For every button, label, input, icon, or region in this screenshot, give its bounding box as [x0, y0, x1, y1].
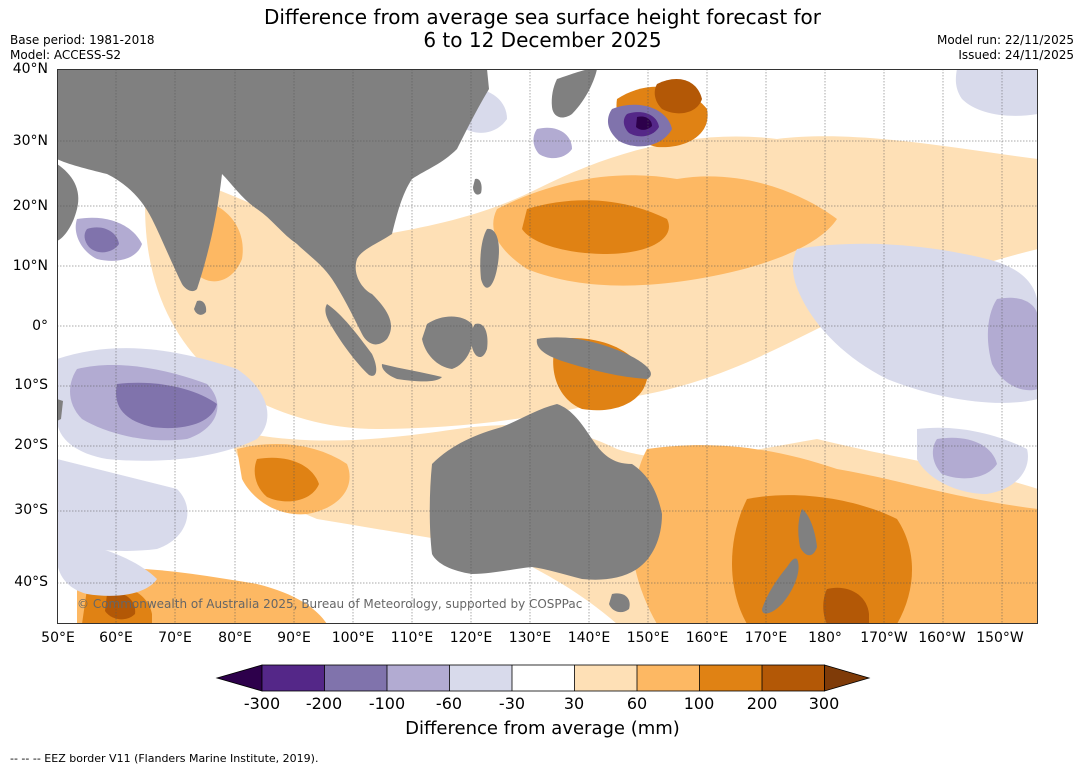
australia [429, 404, 662, 580]
colorbar-swatch-100-60 [387, 665, 450, 691]
colorbar-title: Difference from average (mm) [405, 718, 680, 739]
lon-label-160w: 160°W [918, 630, 966, 646]
colorbar-swatch-200-300 [762, 665, 825, 691]
anomaly-negative-60-100 [932, 437, 997, 479]
lat-label-10s: 10°S [14, 377, 48, 393]
colorbar-label-200: 200 [746, 694, 778, 713]
lat-label-20n: 20°N [12, 198, 48, 214]
lat-label-20s: 20°S [14, 437, 48, 453]
lat-label-30n: 30°N [12, 133, 48, 149]
colorbar-swatch-gt-300 [824, 664, 871, 692]
lon-label-100e: 100°E [331, 630, 375, 646]
colorbar-label-30: 30 [563, 694, 585, 713]
anomaly-positive-100-200 [254, 457, 319, 502]
colorbar-label-60: 60 [626, 694, 648, 713]
colorbar-label-neg30: -30 [498, 694, 526, 713]
sulawesi [471, 323, 488, 358]
sumatra [325, 304, 377, 376]
model-name: Model: ACCESS-S2 [10, 48, 122, 62]
lat-label-40n: 40°N [12, 61, 48, 77]
anomaly-negative-100-200 [84, 227, 119, 253]
borneo [422, 316, 474, 369]
colorbar [215, 664, 871, 692]
colorbar-label-neg60: -60 [435, 694, 463, 713]
copyright-text: © Commonwealth of Australia 2025, Bureau… [77, 597, 583, 611]
colorbar-swatch-30-30 [512, 665, 575, 691]
lon-label-80e: 80°E [218, 630, 252, 646]
colorbar-label-100: 100 [683, 694, 715, 713]
anomaly-negative-30-60 [955, 69, 1038, 116]
colorbar-swatch-60-100 [637, 665, 700, 691]
base-period: Base period: 1981-2018 [10, 33, 155, 47]
anomaly-positive-200-300 [654, 79, 702, 114]
asia-landmass [57, 69, 489, 345]
madagascar [57, 399, 63, 421]
colorbar-swatch-30-60 [574, 665, 637, 691]
anomaly-positive-100-200 [732, 495, 912, 624]
new-zealand-south [762, 558, 799, 614]
lon-label-150w: 150°W [976, 630, 1024, 646]
lat-label-0: 0° [32, 318, 48, 334]
lon-label-170e: 170°E [744, 630, 788, 646]
landmasses [57, 69, 817, 614]
lat-label-10n: 10°N [12, 258, 48, 274]
lat-label-30s: 30°S [14, 502, 48, 518]
taiwan [473, 178, 482, 195]
anomaly-positive-200-300 [823, 587, 869, 624]
anomaly-positive-100-200 [522, 200, 669, 254]
colorbar-label-neg200: -200 [305, 694, 343, 713]
colorbar-swatch-60-30 [449, 665, 512, 691]
lon-label-140e: 140°E [567, 630, 611, 646]
colorbar-label-300: 300 [808, 694, 840, 713]
anomaly-negative-100-200 [116, 382, 217, 429]
sri-lanka [194, 300, 207, 315]
colorbar-dividers [324, 665, 763, 691]
lon-label-60e: 60°E [99, 630, 133, 646]
anomaly-negative-30-60 [57, 539, 157, 596]
philippines [480, 228, 499, 288]
tasmania [609, 593, 630, 613]
lon-label-160e: 160°E [685, 630, 729, 646]
colorbar-swatch-lt-300 [215, 664, 263, 692]
anomaly-positive-200-300 [105, 592, 136, 620]
sea-height-map [57, 69, 1038, 624]
colorbar-swatch-300-200 [262, 665, 325, 691]
lon-label-50e: 50°E [41, 630, 75, 646]
anomaly-negative-60-100 [987, 297, 1038, 391]
colorbar-swatch-100-200 [699, 665, 762, 691]
anomaly-negative-30-60 [792, 243, 1038, 403]
lon-label-120e: 120°E [449, 630, 493, 646]
colorbar-outline [261, 664, 825, 692]
lon-label-90e: 90°E [277, 630, 311, 646]
japan [551, 69, 597, 118]
anomaly-negative-30-60 [57, 459, 188, 551]
issued-date: Issued: 24/11/2025 [958, 48, 1074, 62]
lat-label-40s: 40°S [14, 574, 48, 590]
eez-footnote: -- -- -- EEZ border V11 (Flanders Marine… [10, 752, 319, 765]
map-panel [57, 69, 1038, 624]
lon-label-180: 180° [808, 630, 842, 646]
map-gridlines [57, 69, 1038, 624]
chart-title-line2: 6 to 12 December 2025 [423, 28, 662, 52]
new-zealand-north [798, 509, 817, 556]
colorbar-label-neg100: -100 [368, 694, 406, 713]
anomaly-negative-60-100 [533, 127, 572, 159]
lon-label-150e: 150°E [626, 630, 670, 646]
model-run: Model run: 22/11/2025 [936, 33, 1074, 47]
new-guinea [536, 337, 651, 379]
colorbar-label-neg300: -300 [243, 694, 281, 713]
map-border [57, 69, 1038, 624]
lon-label-170w: 170°W [860, 630, 908, 646]
lon-label-130e: 130°E [508, 630, 552, 646]
lon-label-110e: 110°E [390, 630, 434, 646]
arabian-peninsula [57, 164, 79, 241]
lon-label-70e: 70°E [158, 630, 192, 646]
chart-title-line1: Difference from average sea surface heig… [263, 5, 822, 29]
colorbar-swatch-200-100 [324, 665, 387, 691]
